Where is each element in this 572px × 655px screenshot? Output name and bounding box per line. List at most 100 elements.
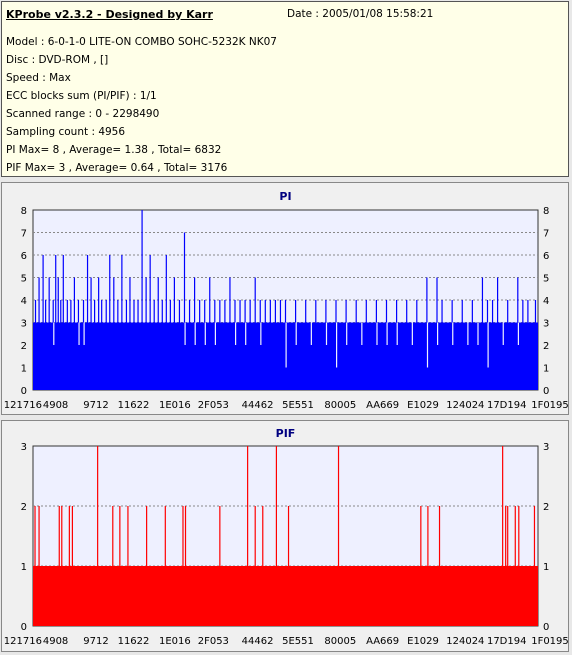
pi-ytick-left: 1	[21, 364, 27, 375]
pi-bar-dip	[437, 322, 439, 345]
pi-ytick-right: 0	[543, 386, 549, 397]
pif-xtick-label: 17D194	[487, 636, 527, 647]
pif-xtick-label: 5E551	[282, 636, 314, 647]
pi-xtick-label: 1F0195	[531, 400, 568, 411]
model-line: Model : 6-0-1-0 LITE-ON COMBO SOHC-5232K…	[6, 36, 277, 48]
pi-xtick-label: AA669	[366, 400, 399, 411]
pi-bar-dip	[245, 322, 247, 345]
pi-ytick-right: 8	[543, 206, 549, 217]
pi-bar-dip	[336, 322, 338, 368]
pi-ytick-right: 4	[543, 296, 549, 307]
pi-ytick-left: 8	[21, 206, 27, 217]
pi-bar-dip	[310, 322, 312, 345]
pi-bar-dip	[467, 322, 469, 345]
pif-ytick-left: 3	[21, 442, 27, 453]
pi-xtick-label: 121716	[4, 400, 42, 411]
pif-ytick-left: 1	[21, 562, 27, 573]
pif-ytick-right: 2	[543, 502, 549, 513]
pif-chart-panel: PIF 0 0 1 1 2 2 3 3 121716 4908 9712 11622 1E016 2F053…	[1, 420, 569, 652]
pi-ytick-right: 3	[543, 319, 549, 330]
pi-xtick-label: 9712	[83, 400, 108, 411]
pi-xtick-label: E1029	[407, 400, 439, 411]
pi-bar-dip	[411, 322, 413, 345]
pif-xtick-label: 1E016	[159, 636, 191, 647]
pi-chart-panel: PI 0 0 1 1 2 2 3 3 4 4 5 5 6 6 7 7 8 8 121716 4908 9712 11622 1…	[1, 182, 569, 415]
speed-line: Speed : Max	[6, 72, 71, 84]
pi-ytick-right: 2	[543, 341, 549, 352]
pi-bar-dip	[204, 322, 206, 345]
info-panel: KProbe v2.3.2 - Designed by Karr Date : …	[1, 1, 569, 177]
pi-xtick-label: 124024	[446, 400, 484, 411]
pi-stats-line: PI Max= 8 , Average= 1.38 , Total= 6832	[6, 144, 222, 156]
pif-chart: PIF 0 0 1 1 2 2 3 3 121716 4908 9712 11622 1E016 2F053…	[4, 427, 569, 647]
pif-bar-fill	[33, 566, 538, 626]
pi-ytick-left: 0	[21, 386, 27, 397]
sampling-line: Sampling count : 4956	[6, 126, 126, 138]
pi-bar-dip	[53, 322, 55, 345]
pi-bar-dip	[184, 322, 186, 345]
pif-ytick-left: 0	[21, 622, 27, 633]
pi-bar-dip	[487, 322, 489, 368]
pi-bar-dip	[295, 322, 297, 345]
pi-bar-dip	[78, 322, 80, 345]
pi-bar-dip	[517, 322, 519, 345]
pi-bar-dip	[396, 322, 398, 345]
pif-xtick-label: 4908	[43, 636, 68, 647]
pi-bar-dip	[346, 322, 348, 345]
pi-ytick-right: 6	[543, 251, 549, 262]
pi-bar-dip	[83, 322, 85, 345]
pi-bar-dip	[194, 322, 196, 345]
pi-xtick-label: 11622	[118, 400, 150, 411]
pif-ytick-right: 1	[543, 562, 549, 573]
pi-ytick-right: 7	[543, 229, 549, 240]
pif-ytick-right: 3	[543, 442, 549, 453]
range-line: Scanned range : 0 - 2298490	[6, 108, 160, 120]
pi-bar-dip	[361, 322, 363, 345]
app-title: KProbe v2.3.2 - Designed by Karr	[6, 8, 213, 21]
pif-xtick-label: 44462	[242, 636, 274, 647]
pif-xtick-label: 80005	[324, 636, 356, 647]
pif-stats-line: PIF Max= 3 , Average= 0.64 , Total= 3176	[6, 162, 228, 174]
pi-bar-dip	[325, 322, 328, 345]
pi-bar-dip	[452, 322, 454, 345]
pif-ytick-right: 0	[543, 622, 549, 633]
pif-chart-title: PIF	[276, 427, 296, 440]
pi-xtick-label: 17D194	[487, 400, 527, 411]
scan-date: Date : 2005/01/08 15:58:21	[287, 8, 434, 20]
pi-xtick-label: 2F053	[198, 400, 229, 411]
pif-xtick-label: 2F053	[198, 636, 229, 647]
pi-xtick-label: 4908	[43, 400, 68, 411]
pi-bar-dip	[426, 322, 429, 368]
pif-xtick-label: 9712	[83, 636, 108, 647]
pi-ytick-left: 6	[21, 251, 27, 262]
pi-xtick-label: 5E551	[282, 400, 314, 411]
pif-xtick-label: 1F0195	[531, 636, 568, 647]
pi-bar-dip	[376, 322, 378, 345]
pif-xtick-label: 124024	[446, 636, 484, 647]
pi-bar-dip	[386, 322, 388, 345]
pi-ytick-left: 4	[21, 296, 27, 307]
pi-bar-dip	[477, 322, 479, 345]
pi-ytick-right: 5	[543, 274, 549, 285]
disc-line: Disc : DVD-ROM , []	[6, 54, 109, 66]
pif-ytick-left: 2	[21, 502, 27, 513]
pi-chart: PI 0 0 1 1 2 2 3 3 4 4 5 5 6 6 7 7 8 8 121716 4908 9712 11622 1…	[4, 190, 569, 411]
pif-xtick-label: 121716	[4, 636, 42, 647]
pif-xtick-label: E1029	[407, 636, 439, 647]
pi-ytick-right: 1	[543, 364, 549, 375]
pi-bar-dip	[260, 322, 262, 345]
pi-ytick-left: 7	[21, 229, 27, 240]
pi-xtick-label: 1E016	[159, 400, 191, 411]
pi-bar-dip	[235, 322, 237, 345]
pi-ytick-left: 3	[21, 319, 27, 330]
pi-ytick-left: 5	[21, 274, 27, 285]
pi-bar-dip	[502, 322, 504, 345]
pi-bar-dip	[214, 322, 216, 345]
ecc-line: ECC blocks sum (PI/PIF) : 1/1	[6, 90, 157, 102]
pif-xtick-label: AA669	[366, 636, 399, 647]
pif-xtick-label: 11622	[118, 636, 150, 647]
pi-bar-dip	[285, 322, 287, 368]
pi-ytick-left: 2	[21, 341, 27, 352]
pi-xtick-label: 80005	[324, 400, 356, 411]
pi-chart-title: PI	[279, 190, 291, 203]
